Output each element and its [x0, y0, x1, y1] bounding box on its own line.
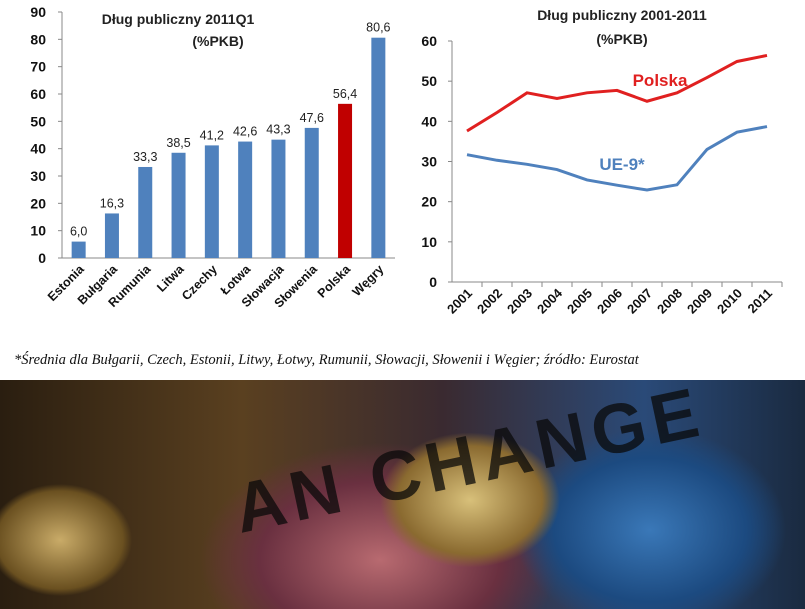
chart-subtitle: (%PKB) [192, 33, 243, 49]
x-tick-label: 2002 [474, 286, 505, 317]
y-tick-label: 10 [421, 234, 437, 250]
x-tick-label: 2011 [745, 286, 776, 317]
y-tick-label: 80 [30, 31, 46, 47]
series-label: UE-9* [599, 155, 645, 174]
footnote: *Średnia dla Bułgarii, Czech, Estonii, L… [14, 352, 639, 368]
x-tick-label: 2005 [564, 286, 595, 317]
y-tick-label: 40 [421, 113, 437, 129]
chart-title: Dług publiczny 2011Q1 [102, 11, 255, 27]
y-tick-label: 30 [421, 154, 437, 170]
x-tick-label: 2008 [654, 286, 685, 317]
bar [204, 145, 219, 258]
series-label: Polska [633, 71, 688, 90]
charts: Dług publiczny 2011Q1 (%PKB) 0 10 20 30 40 50 60… [30, 4, 783, 317]
bar [104, 213, 119, 258]
data-label: 42,6 [233, 125, 257, 139]
data-label: 33,3 [133, 150, 157, 164]
chart-subtitle: (%PKB) [596, 31, 647, 47]
line-chart: Dług publiczny 2001-2011 (%PKB) 0 10 20 30 40 5… [421, 7, 783, 317]
photo-text: AN CHANGE [227, 372, 711, 548]
y-tick-label: 40 [30, 141, 46, 157]
bar [371, 37, 386, 259]
data-label: 16,3 [100, 196, 124, 210]
y-tick-label: 10 [30, 223, 46, 239]
data-label: 47,6 [300, 111, 324, 125]
series-line [466, 53, 768, 133]
y-tick-label: 20 [421, 194, 437, 210]
y-tick-label: 0 [429, 274, 437, 290]
data-label: 43,3 [266, 123, 290, 137]
x-tick-label: Polska [315, 261, 354, 300]
bar [271, 139, 286, 258]
chart-title: Dług publiczny 2001-2011 [537, 7, 707, 23]
x-tick-label: 2004 [534, 285, 566, 317]
bar [171, 152, 186, 258]
bar [138, 166, 153, 258]
x-tick-label: 2001 [444, 286, 475, 317]
x-tick-label: 2007 [624, 286, 655, 317]
data-label: 38,5 [166, 136, 190, 150]
y-tick-label: 60 [421, 33, 437, 49]
y-tick-label: 20 [30, 195, 46, 211]
data-label: 80,6 [366, 21, 390, 35]
data-label: 56,4 [333, 87, 357, 101]
x-tick-label: 2009 [684, 286, 715, 317]
data-label: 41,2 [200, 128, 224, 142]
x-tick-label: Czechy [179, 262, 220, 303]
bar [71, 241, 86, 258]
data-label: 6,0 [70, 225, 87, 239]
bar [304, 127, 319, 258]
y-tick-label: 0 [38, 250, 46, 266]
x-tick-label: Węgry [350, 262, 387, 299]
background-photo: AN CHANGE [0, 372, 805, 609]
y-tick-label: 60 [30, 86, 46, 102]
series-line [466, 125, 768, 192]
x-tick-label: 2010 [714, 286, 745, 317]
x-tick-label: 2003 [504, 286, 535, 317]
y-tick-label: 50 [421, 73, 437, 89]
bar [238, 141, 253, 258]
bar [338, 103, 353, 258]
bar-chart: Dług publiczny 2011Q1 (%PKB) 0 10 20 30 40 50 60… [30, 4, 395, 310]
y-tick-label: 50 [30, 113, 46, 129]
y-tick-label: 30 [30, 168, 46, 184]
y-tick-label: 90 [30, 4, 46, 20]
x-tick-label: 2006 [594, 286, 625, 317]
y-tick-label: 70 [30, 59, 46, 75]
